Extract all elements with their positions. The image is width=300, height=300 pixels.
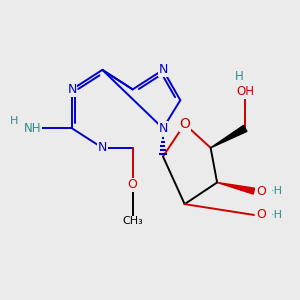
Text: N: N (158, 122, 168, 135)
Polygon shape (211, 125, 247, 148)
Text: O: O (256, 208, 266, 221)
Text: N: N (158, 63, 168, 76)
Text: H: H (234, 70, 243, 83)
Text: CH₃: CH₃ (122, 216, 143, 226)
Text: O: O (256, 184, 266, 198)
Polygon shape (217, 182, 255, 194)
Text: N: N (68, 83, 77, 96)
Text: N: N (98, 141, 107, 154)
Text: O: O (179, 117, 190, 131)
Text: H: H (10, 116, 18, 126)
Text: ·H: ·H (270, 186, 282, 196)
Text: NH: NH (24, 122, 42, 135)
Text: OH: OH (236, 85, 254, 98)
Text: O: O (128, 178, 138, 191)
Text: ·H: ·H (270, 210, 282, 220)
